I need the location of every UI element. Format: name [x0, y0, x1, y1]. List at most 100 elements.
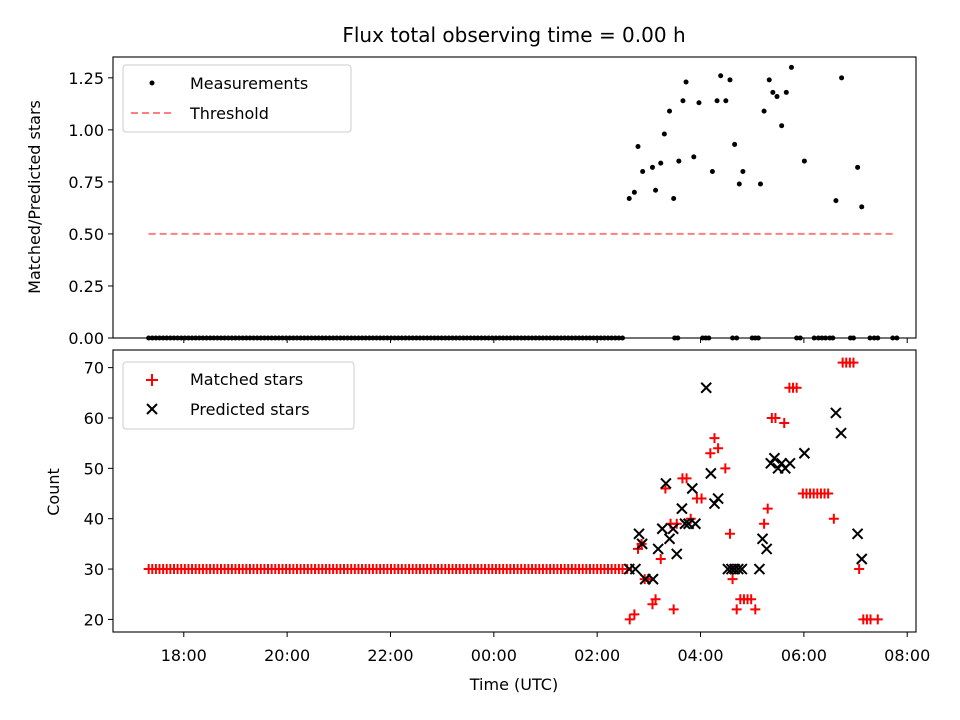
matched-star-point — [779, 418, 790, 429]
measurement-point — [676, 158, 682, 164]
matched-star-point — [872, 614, 883, 625]
measurement-point — [661, 131, 667, 137]
count-axes: 20 30 40 50 60 70 18:00 20:00 22:00 00:00 02:00 04:… — [84, 359, 931, 665]
x-tick-label: 02:00 — [574, 646, 620, 665]
ratio-axes: 0.00 0.25 0.50 0.75 1.00 1.25 — [68, 69, 908, 348]
measurement-point — [732, 141, 738, 147]
matched-star-point — [705, 448, 716, 459]
matched-stars-legend-label: Matched stars — [190, 370, 303, 389]
measurement-point — [667, 108, 673, 114]
predicted-star-point — [652, 543, 664, 555]
measurement-point — [855, 164, 861, 170]
matched-star-point — [750, 604, 761, 615]
ratio-y-tick-label: 1.00 — [68, 121, 104, 140]
ratio-legend: Measurements Threshold — [122, 64, 352, 133]
chart-title: Flux total observing time = 0.00 h — [342, 23, 685, 47]
ratio-y-tick-label: 0.50 — [68, 225, 104, 244]
matched-star-point — [650, 594, 661, 605]
matched-star-point — [727, 574, 738, 585]
count-legend: Matched stars Predicted stars — [122, 361, 355, 430]
matched-star-point — [629, 609, 640, 620]
predicted-star-point — [636, 538, 648, 550]
predicted-star-point — [736, 563, 748, 575]
measurements-legend-label: Measurements — [190, 74, 308, 93]
measurement-point — [774, 94, 780, 100]
x-tick-label: 20:00 — [264, 646, 310, 665]
predicted-stars-legend-label: Predicted stars — [190, 400, 310, 419]
measurement-point — [653, 187, 659, 193]
predicted-star-point — [830, 407, 842, 419]
measurement-point — [779, 123, 785, 129]
measurement-point — [683, 79, 689, 85]
measurements-legend-marker — [149, 80, 155, 86]
measurement-point — [770, 89, 776, 95]
measurement-point — [691, 154, 697, 160]
matched-star-point — [848, 357, 859, 368]
predicted-star-point — [676, 502, 688, 515]
ratio-y-tick-label: 0.75 — [68, 173, 104, 192]
matched-star-point — [668, 604, 679, 615]
x-tick-label: 04:00 — [677, 646, 723, 665]
measurement-point — [727, 77, 733, 83]
measurement-point — [859, 204, 865, 210]
matched-star-point — [823, 488, 834, 499]
predicted-star-point — [798, 447, 811, 459]
count-y-tick-label: 40 — [84, 510, 104, 529]
matched-star-point — [731, 604, 742, 615]
matched-star-point — [759, 518, 770, 529]
x-tick-label: 06:00 — [781, 646, 827, 665]
ratio-y-tick-label: 1.25 — [68, 69, 104, 88]
predicted-star-point — [633, 528, 645, 540]
ratio-y-tick-label: 0.25 — [68, 277, 104, 296]
predicted-star-point — [835, 427, 847, 439]
measurement-point — [740, 168, 746, 174]
measurement-point — [718, 73, 724, 79]
ratio-axes-frame — [112, 56, 917, 339]
matched-star-point — [713, 443, 724, 454]
predicted-star-point — [629, 563, 642, 575]
predicted-star-point — [647, 573, 659, 585]
predicted-star-point — [679, 518, 691, 530]
measurement-point — [680, 98, 686, 104]
matched-star-point — [762, 503, 773, 514]
predicted-star-point — [671, 548, 683, 560]
ratio-legend-box — [122, 64, 352, 133]
x-tick-label: 22:00 — [367, 646, 413, 665]
measurement-point — [801, 158, 807, 164]
matched-stars-legend-marker — [146, 374, 158, 386]
predicted-star-point — [851, 528, 864, 540]
predicted-star-point — [753, 563, 766, 575]
measurement-point — [709, 168, 715, 174]
predicted-star-point — [712, 492, 724, 505]
matched-star-point — [655, 553, 666, 564]
matched-star-point — [828, 513, 839, 524]
ratio-y-axis-label: Matched/Predicted stars — [25, 100, 44, 294]
predicted-star-point — [765, 457, 777, 470]
count-legend-box — [122, 361, 355, 430]
count-y-axis-label: Count — [44, 468, 63, 516]
count-panel: 20 30 40 50 60 70 18:00 20:00 22:00 00:00 02:00 04:… — [44, 349, 931, 694]
ratio-panel: 0.00 0.25 0.50 0.75 1.00 1.25 Matched/Predict… — [25, 56, 917, 348]
matched-star-point — [624, 614, 635, 625]
count-y-tick-label: 60 — [84, 409, 104, 428]
matched-star-point — [720, 463, 731, 474]
measurement-point — [671, 196, 677, 202]
measurement-point — [761, 108, 767, 114]
predicted-star-point — [760, 543, 773, 555]
predicted-star-point — [768, 452, 781, 464]
measurement-point — [757, 181, 763, 187]
predicted-star-point — [700, 382, 712, 394]
predicted-star-point — [705, 467, 717, 480]
measurement-point — [783, 89, 789, 95]
x-axis-label: Time (UTC) — [469, 675, 558, 694]
measurement-point — [839, 75, 845, 81]
predicted-star-point — [660, 477, 672, 490]
count-y-tick-label: 20 — [84, 610, 104, 629]
matched-star-point — [724, 528, 735, 539]
matched-star-point — [671, 518, 682, 529]
matched-star-point — [647, 599, 658, 610]
predicted-star-point — [656, 523, 668, 535]
matched-star-point — [696, 493, 707, 504]
predicted-star-point — [689, 518, 702, 530]
count-y-tick-label: 70 — [84, 359, 104, 378]
